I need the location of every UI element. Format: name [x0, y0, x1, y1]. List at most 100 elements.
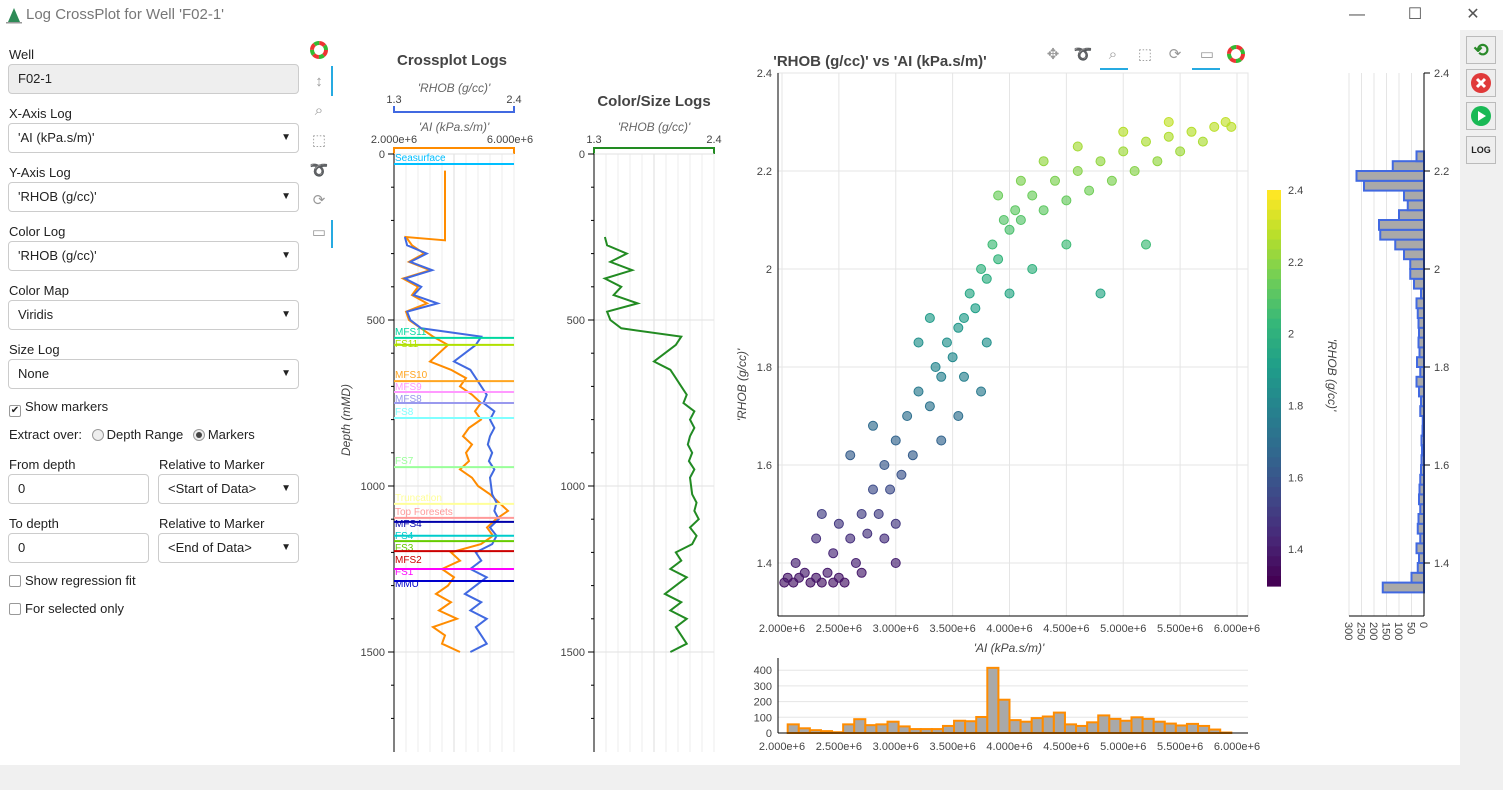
to-marker-select[interactable]: <End of Data>	[158, 533, 299, 563]
scatter-point	[1197, 136, 1208, 147]
to-depth-input[interactable]: 0	[8, 533, 149, 563]
color-map-select[interactable]: Viridis	[8, 300, 299, 330]
scatter-point	[981, 337, 992, 348]
scatter-point	[993, 254, 1004, 265]
scatter-point	[845, 533, 856, 544]
rhob-axis-min: 1.3	[386, 94, 401, 106]
colorbar-segment	[1267, 526, 1281, 538]
lasso-icon[interactable]: ➰	[1073, 46, 1093, 63]
scatter-point	[868, 484, 878, 495]
box-zoom-icon[interactable]: ⌕	[314, 102, 324, 119]
colorbar-tick-label: 2.2	[1288, 257, 1303, 269]
from-marker-select[interactable]: <Start of Data>	[158, 474, 299, 504]
reset-icon[interactable]: ⟳	[312, 192, 326, 209]
x-hist-bar	[919, 728, 933, 735]
hover-icon[interactable]: ▭	[1199, 46, 1215, 63]
scatter-point	[879, 533, 890, 544]
x-axis-log-label: X-Axis Log	[9, 106, 72, 121]
close-icon[interactable]	[1466, 69, 1496, 97]
bokeh-logo-icon[interactable]	[1225, 44, 1247, 66]
scatter-point	[890, 558, 901, 568]
y-hist-x-tick-label: 0	[1417, 622, 1429, 628]
y-hist-bar	[1416, 307, 1425, 320]
x-hist-bar	[1185, 722, 1200, 734]
y-axis-log-select[interactable]: 'RHOB (g/cc)'	[8, 182, 299, 212]
colorbar-segment	[1267, 566, 1281, 577]
refresh-icon[interactable]: ⟲	[1466, 36, 1496, 64]
log-export-icon[interactable]: LOG	[1466, 136, 1496, 164]
maximize-button[interactable]: ☐	[1407, 6, 1423, 23]
scatter-point	[902, 411, 913, 421]
y-hist-bar	[1417, 513, 1425, 525]
scatter-point	[959, 313, 969, 323]
run-icon[interactable]	[1466, 102, 1496, 130]
crossplot-logs-title: Crossplot Logs	[397, 52, 507, 69]
checkbox-checked[interactable]: ✔	[9, 405, 21, 417]
markers-radio[interactable]	[192, 429, 205, 441]
colorbar-segment	[1267, 338, 1281, 349]
pan-vertical-icon[interactable]: ↕	[315, 73, 323, 90]
show-markers-checkbox[interactable]: ✔ Show markers	[9, 399, 108, 417]
from-depth-input[interactable]: 0	[8, 474, 149, 504]
scatter-point	[953, 411, 964, 421]
checkbox-unchecked[interactable]	[9, 603, 21, 615]
scatter-point	[1072, 141, 1083, 152]
x-hist-y-tick-label: 300	[754, 681, 772, 693]
depth-range-label[interactable]: Depth Range	[106, 427, 184, 442]
color-log-axis-label: 'RHOB (g/cc)'	[618, 120, 691, 134]
well-field[interactable]: F02-1	[8, 64, 299, 94]
x-axis-log-select[interactable]: 'AI (kPa.s/m)'	[8, 123, 299, 153]
y-tick-label: 1.4	[757, 558, 772, 570]
app-logo-icon	[6, 8, 22, 24]
to-depth-label: To depth	[9, 516, 59, 531]
x-tick-label: 3.500e+6	[930, 623, 976, 635]
extract-over-group: Extract over: Depth Range Markers	[9, 427, 255, 442]
box-zoom-icon[interactable]: ⌕	[1108, 46, 1118, 63]
y-hist-bar	[1403, 248, 1425, 261]
box-select-icon[interactable]: ⬚	[311, 132, 327, 149]
hover-icon[interactable]: ▭	[311, 224, 327, 241]
log-tracks[interactable]: Crossplot Logs 'RHOB (g/cc)' 1.3 2.4 'AI…	[330, 40, 750, 760]
regression-checkbox[interactable]: Show regression fit	[9, 573, 136, 588]
colorbar-segment	[1267, 506, 1281, 518]
x-hist-bar	[1086, 721, 1100, 734]
color-axis-bar	[593, 147, 715, 154]
x-hist-x-tick-label: 3.500e+6	[930, 741, 976, 753]
lasso-icon[interactable]: ➰	[309, 162, 329, 179]
x-tick-label: 6.000e+6	[1214, 623, 1260, 635]
from-depth-label: From depth	[9, 457, 76, 472]
size-log-select[interactable]: None	[8, 359, 299, 389]
checkbox-unchecked[interactable]	[9, 575, 21, 587]
y-hist-bar	[1415, 297, 1425, 310]
colorbar-segment	[1267, 348, 1281, 359]
minimize-button[interactable]: —	[1349, 6, 1365, 23]
y-hist-x-tick-label: 150	[1380, 622, 1392, 640]
reset-icon[interactable]: ⟳	[1168, 46, 1182, 63]
depth-axis-label: Depth (mMD)	[339, 384, 353, 456]
scatter-point	[1004, 288, 1015, 299]
scatter-point	[1095, 156, 1106, 167]
colorbar-tick-label: 2	[1288, 329, 1294, 341]
colorbar-segment	[1267, 516, 1281, 528]
y-hist-bar	[1410, 571, 1425, 584]
colorbar-label: 'RHOB (g/cc)'	[1325, 339, 1339, 412]
x-hist-x-tick-label: 5.500e+6	[1157, 741, 1203, 753]
scatter-x-label: 'AI (kPa.s/m)'	[974, 641, 1045, 655]
pan-icon[interactable]: ✥	[1046, 46, 1060, 63]
scatter-point	[1015, 215, 1026, 225]
scatter-point	[856, 509, 867, 519]
scatter-point	[856, 567, 867, 578]
selected-only-checkbox[interactable]: For selected only	[9, 601, 124, 616]
close-window-button[interactable]: ✕	[1466, 6, 1480, 23]
scatter-y-label: 'RHOB (g/cc)'	[735, 348, 749, 421]
box-select-icon[interactable]: ⬚	[1137, 46, 1153, 63]
depth-range-radio[interactable]	[91, 429, 104, 441]
markers-label[interactable]: Markers	[207, 427, 255, 442]
y-hist-bar	[1415, 542, 1425, 555]
scatter-point	[1186, 126, 1197, 137]
bokeh-logo-icon[interactable]	[308, 40, 330, 62]
colorbar-tick-label: 1.8	[1288, 400, 1303, 412]
color-log-select[interactable]: 'RHOB (g/cc)'	[8, 241, 299, 271]
marker-label: FS7	[395, 456, 414, 467]
crossplot-figure[interactable]: 'RHOB (g/cc)' vs 'AI (kPa.s/m)' 'AI (kPa…	[730, 40, 1460, 760]
